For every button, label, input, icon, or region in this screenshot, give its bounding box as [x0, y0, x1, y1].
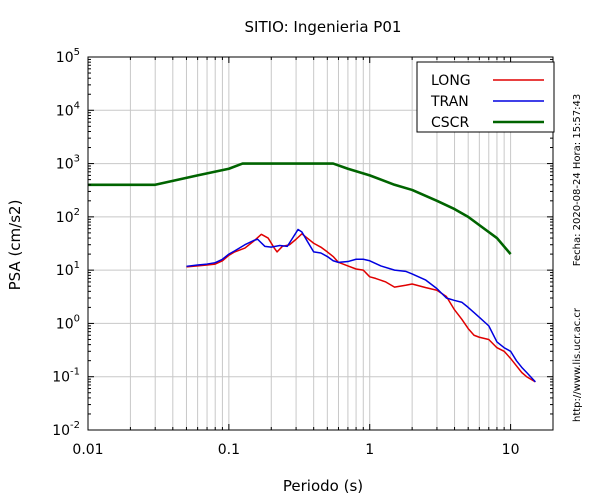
legend: LONG TRAN CSCR: [416, 61, 555, 133]
plot-frame: [87, 56, 554, 431]
y-tick-label: 101: [56, 260, 80, 279]
legend-label-long: LONG: [431, 73, 471, 89]
x-tick-label: 0.01: [72, 442, 103, 458]
x-axis-label: Periodo (s): [283, 477, 363, 495]
y-tick-label: 100: [56, 313, 80, 332]
legend-box: [416, 61, 555, 133]
y-tick-label: 10-2: [52, 420, 80, 439]
y-axis-label: PSA (cm/s2): [6, 200, 24, 291]
y-tick-label: 104: [56, 100, 80, 119]
timestamp-text: Fecha: 2020-08-24 Hora: 15:57:43: [572, 94, 583, 267]
legend-label-cscr: CSCR: [431, 115, 469, 131]
series-lines: [88, 162, 536, 383]
y-tick-label: 102: [56, 207, 80, 226]
series-line-long: [186, 233, 536, 383]
y-tick-label: 103: [56, 154, 80, 173]
x-tick-label: 0.1: [218, 442, 240, 458]
x-tick-label: 10: [502, 442, 520, 458]
x-tick-label: 1: [365, 442, 374, 458]
y-tick-label: 10-1: [52, 367, 80, 386]
source-url-text: http://www.lis.ucr.ac.cr: [572, 307, 583, 422]
series-line-cscr: [88, 162, 512, 255]
y-tick-label: 105: [56, 47, 80, 66]
legend-label-tran: TRAN: [430, 94, 469, 110]
series-line-tran: [186, 228, 536, 383]
chart-title: SITIO: Ingenieria P01: [245, 18, 402, 36]
axis-ticks: 0.01 0.1 1 10 10-2 10-1 100 101 102 103 104 105: [52, 47, 554, 458]
